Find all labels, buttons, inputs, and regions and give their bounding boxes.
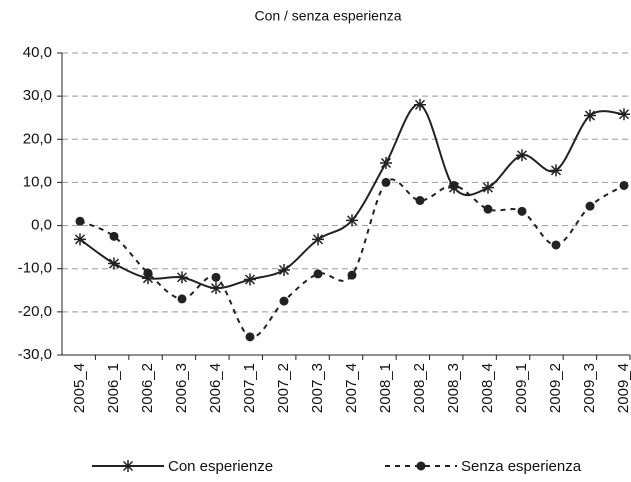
x-tick-label: 2007_2 <box>275 363 292 413</box>
marker <box>449 180 459 190</box>
marker <box>347 270 357 280</box>
marker <box>74 233 86 246</box>
marker <box>245 332 255 342</box>
marker <box>143 268 153 278</box>
marker <box>585 201 595 211</box>
y-tick-label: -30,0 <box>18 346 52 363</box>
legend-marker <box>416 461 426 471</box>
marker <box>516 149 528 162</box>
x-tick-label: 2008_2 <box>411 363 428 413</box>
marker <box>584 109 596 122</box>
marker <box>210 282 222 295</box>
marker <box>142 272 154 285</box>
x-tick-label: 2008_3 <box>445 363 462 413</box>
series-line <box>79 178 625 338</box>
marker <box>414 98 426 111</box>
legend-label: Senza esperienza <box>461 458 582 475</box>
x-tick-label: 2005_4 <box>71 363 88 413</box>
marker <box>108 257 120 270</box>
x-tick-label: 2009_1 <box>513 363 530 413</box>
x-tick-label: 2009_3 <box>581 363 598 413</box>
marker <box>109 231 119 241</box>
x-tick-label: 2009_2 <box>547 363 564 413</box>
marker <box>381 177 391 187</box>
x-tick-label: 2009_4 <box>615 363 631 413</box>
legend-marker <box>122 460 134 472</box>
marker <box>313 269 323 279</box>
marker <box>279 296 289 306</box>
marker <box>380 157 392 170</box>
marker <box>415 196 425 206</box>
x-tick-label: 2006_4 <box>207 363 224 413</box>
x-tick-label: 2006_3 <box>173 363 190 413</box>
marker <box>482 181 494 194</box>
marker <box>619 180 629 190</box>
marker <box>278 264 290 277</box>
marker <box>551 240 561 250</box>
y-tick-label: 20,0 <box>23 130 52 147</box>
y-tick-label: -10,0 <box>18 260 52 277</box>
x-tick-label: 2007_1 <box>241 363 258 413</box>
marker <box>75 216 85 226</box>
x-tick-label: 2006_2 <box>139 363 156 413</box>
y-tick-label: -20,0 <box>18 303 52 320</box>
y-tick-label: 40,0 <box>23 44 52 61</box>
x-tick-label: 2007_4 <box>343 363 360 413</box>
y-tick-label: 10,0 <box>23 173 52 190</box>
marker <box>483 204 493 214</box>
y-tick-label: 30,0 <box>23 87 52 104</box>
series-line <box>79 103 625 290</box>
x-tick-label: 2006_1 <box>105 363 122 413</box>
x-tick-label: 2008_4 <box>479 363 496 413</box>
marker <box>312 233 324 246</box>
marker <box>177 294 187 304</box>
marker <box>517 206 527 216</box>
y-tick-label: 0,0 <box>31 217 52 234</box>
marker <box>618 108 630 121</box>
chart-title: Con / senza esperienza <box>254 8 401 24</box>
marker <box>211 272 221 282</box>
marker <box>244 273 256 286</box>
marker <box>550 164 562 177</box>
legend-label: Con esperienze <box>168 458 273 475</box>
x-tick-label: 2008_1 <box>377 363 394 413</box>
marker <box>176 271 188 284</box>
x-tick-label: 2007_3 <box>309 363 326 413</box>
marker <box>346 214 358 227</box>
